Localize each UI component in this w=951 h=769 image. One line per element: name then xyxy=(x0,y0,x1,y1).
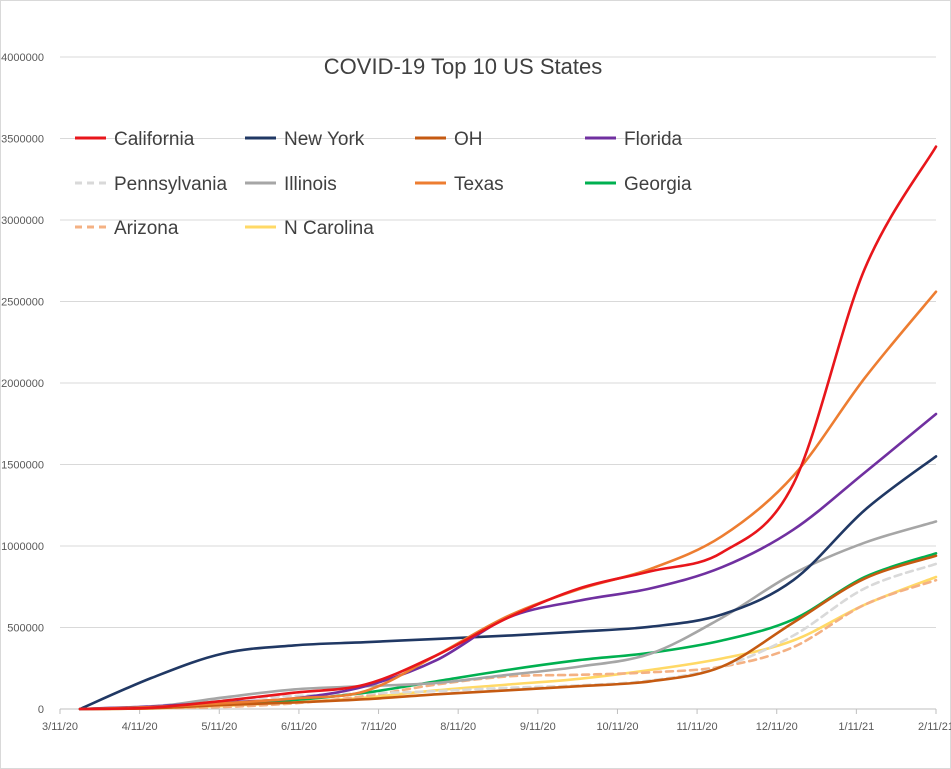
x-tick-label: 12/11/20 xyxy=(756,721,798,733)
legend-item: California xyxy=(75,129,195,150)
legend-item: Arizona xyxy=(75,218,179,239)
legend-label: Arizona xyxy=(114,218,179,239)
y-axis: 0 500000 1000000 1500000 2000000 2500000 30000… xyxy=(1,52,44,716)
legend-label: Texas xyxy=(454,174,504,195)
y-tick-label: 1000000 xyxy=(1,541,44,553)
legend-label: Illinois xyxy=(284,174,337,195)
legend-item: Pennsylvania xyxy=(75,174,227,195)
legend-label: New York xyxy=(284,129,365,150)
legend-label: Georgia xyxy=(624,174,692,195)
series-line-arizona xyxy=(78,578,938,711)
gridlines xyxy=(60,56,936,628)
legend-item: New York xyxy=(245,129,365,150)
legend-item: Florida xyxy=(585,129,683,150)
y-tick-label: 3500000 xyxy=(1,134,44,146)
x-tick-label: 6/11/20 xyxy=(281,721,317,733)
legend-label: California xyxy=(114,129,195,150)
x-axis: 3/11/20 4/11/20 5/11/20 6/11/20 7/11/20 8/11/… xyxy=(42,708,951,733)
legend-label: Florida xyxy=(624,129,683,150)
y-tick-label: 1500000 xyxy=(1,460,44,472)
legend-item: OH xyxy=(415,129,483,150)
x-tick-label: 4/11/20 xyxy=(122,721,158,733)
chart-title: COVID-19 Top 10 US States xyxy=(324,54,602,79)
legend-item: Georgia xyxy=(585,174,692,195)
x-tick-label: 7/11/20 xyxy=(361,721,397,733)
x-tick-label: 11/11/20 xyxy=(676,721,717,733)
series-line-oh xyxy=(78,554,938,711)
plot-area xyxy=(78,145,938,711)
series-line-california xyxy=(78,145,938,711)
x-tick-label: 10/11/20 xyxy=(596,721,638,733)
y-tick-label: 4000000 xyxy=(1,52,44,64)
x-tick-label: 5/11/20 xyxy=(201,721,237,733)
legend-label: Pennsylvania xyxy=(114,174,227,195)
y-tick-label: 500000 xyxy=(7,623,44,635)
legend-label: OH xyxy=(454,129,483,150)
legend-item: N Carolina xyxy=(245,218,374,239)
series-line-illinois xyxy=(78,520,938,711)
y-tick-label: 2500000 xyxy=(1,297,44,309)
series-line-new-york xyxy=(78,455,938,711)
y-tick-label: 0 xyxy=(38,704,44,716)
legend-item: Illinois xyxy=(245,174,337,195)
y-tick-label: 2000000 xyxy=(1,378,44,390)
legend: California New York OH Florida Pennsylvania I… xyxy=(75,129,692,239)
x-tick-label: 8/11/20 xyxy=(440,721,476,733)
legend-label: N Carolina xyxy=(284,218,374,239)
x-tick-label: 2/11/21 xyxy=(918,721,951,733)
x-tick-label: 1/11/21 xyxy=(838,721,874,733)
legend-item: Texas xyxy=(415,174,504,195)
x-tick-label: 9/11/20 xyxy=(520,721,556,733)
x-tick-label: 3/11/20 xyxy=(42,721,78,733)
y-tick-label: 3000000 xyxy=(1,215,44,227)
